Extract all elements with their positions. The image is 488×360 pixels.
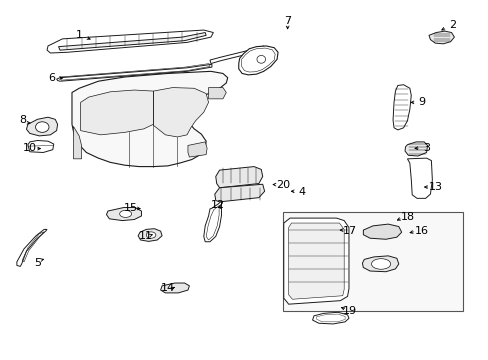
- Text: 2: 2: [448, 20, 456, 30]
- Polygon shape: [362, 256, 398, 272]
- Text: 14: 14: [161, 283, 175, 293]
- Polygon shape: [26, 117, 58, 136]
- Polygon shape: [288, 223, 344, 299]
- Polygon shape: [238, 46, 278, 75]
- Polygon shape: [160, 283, 189, 293]
- Text: 4: 4: [298, 187, 305, 197]
- Polygon shape: [187, 142, 207, 157]
- Polygon shape: [28, 140, 54, 153]
- Text: 16: 16: [414, 226, 428, 236]
- Polygon shape: [428, 31, 453, 44]
- Polygon shape: [208, 87, 226, 99]
- Polygon shape: [72, 71, 227, 167]
- Polygon shape: [47, 30, 213, 53]
- Text: 5: 5: [34, 258, 41, 268]
- Polygon shape: [153, 87, 208, 137]
- Text: 9: 9: [417, 98, 425, 107]
- Text: 15: 15: [123, 203, 137, 213]
- Polygon shape: [17, 229, 47, 266]
- Text: 19: 19: [342, 306, 356, 315]
- Bar: [282, 212, 462, 311]
- Ellipse shape: [256, 55, 265, 63]
- Polygon shape: [57, 64, 211, 81]
- Polygon shape: [138, 229, 162, 242]
- Text: 13: 13: [428, 182, 442, 192]
- Polygon shape: [106, 207, 141, 221]
- Polygon shape: [392, 85, 410, 130]
- Polygon shape: [214, 184, 264, 202]
- Ellipse shape: [36, 122, 49, 132]
- Text: 3: 3: [422, 143, 429, 153]
- Polygon shape: [59, 32, 206, 50]
- Polygon shape: [404, 142, 427, 156]
- Text: 7: 7: [284, 16, 290, 26]
- Text: 8: 8: [20, 115, 27, 125]
- Polygon shape: [363, 224, 401, 239]
- Polygon shape: [73, 126, 81, 159]
- Polygon shape: [215, 167, 262, 188]
- Ellipse shape: [120, 210, 131, 217]
- Polygon shape: [209, 46, 263, 64]
- Text: 12: 12: [211, 200, 225, 210]
- Text: 10: 10: [23, 143, 37, 153]
- Ellipse shape: [146, 232, 156, 238]
- Text: 17: 17: [342, 226, 356, 236]
- Text: 1: 1: [76, 30, 82, 40]
- Polygon shape: [283, 218, 348, 304]
- Polygon shape: [81, 90, 153, 135]
- Text: 11: 11: [139, 231, 153, 242]
- Polygon shape: [312, 312, 348, 324]
- Text: 18: 18: [400, 212, 414, 222]
- Text: 20: 20: [275, 180, 289, 190]
- Ellipse shape: [371, 259, 390, 269]
- Polygon shape: [203, 201, 221, 242]
- Text: 6: 6: [48, 73, 55, 83]
- Polygon shape: [407, 158, 431, 198]
